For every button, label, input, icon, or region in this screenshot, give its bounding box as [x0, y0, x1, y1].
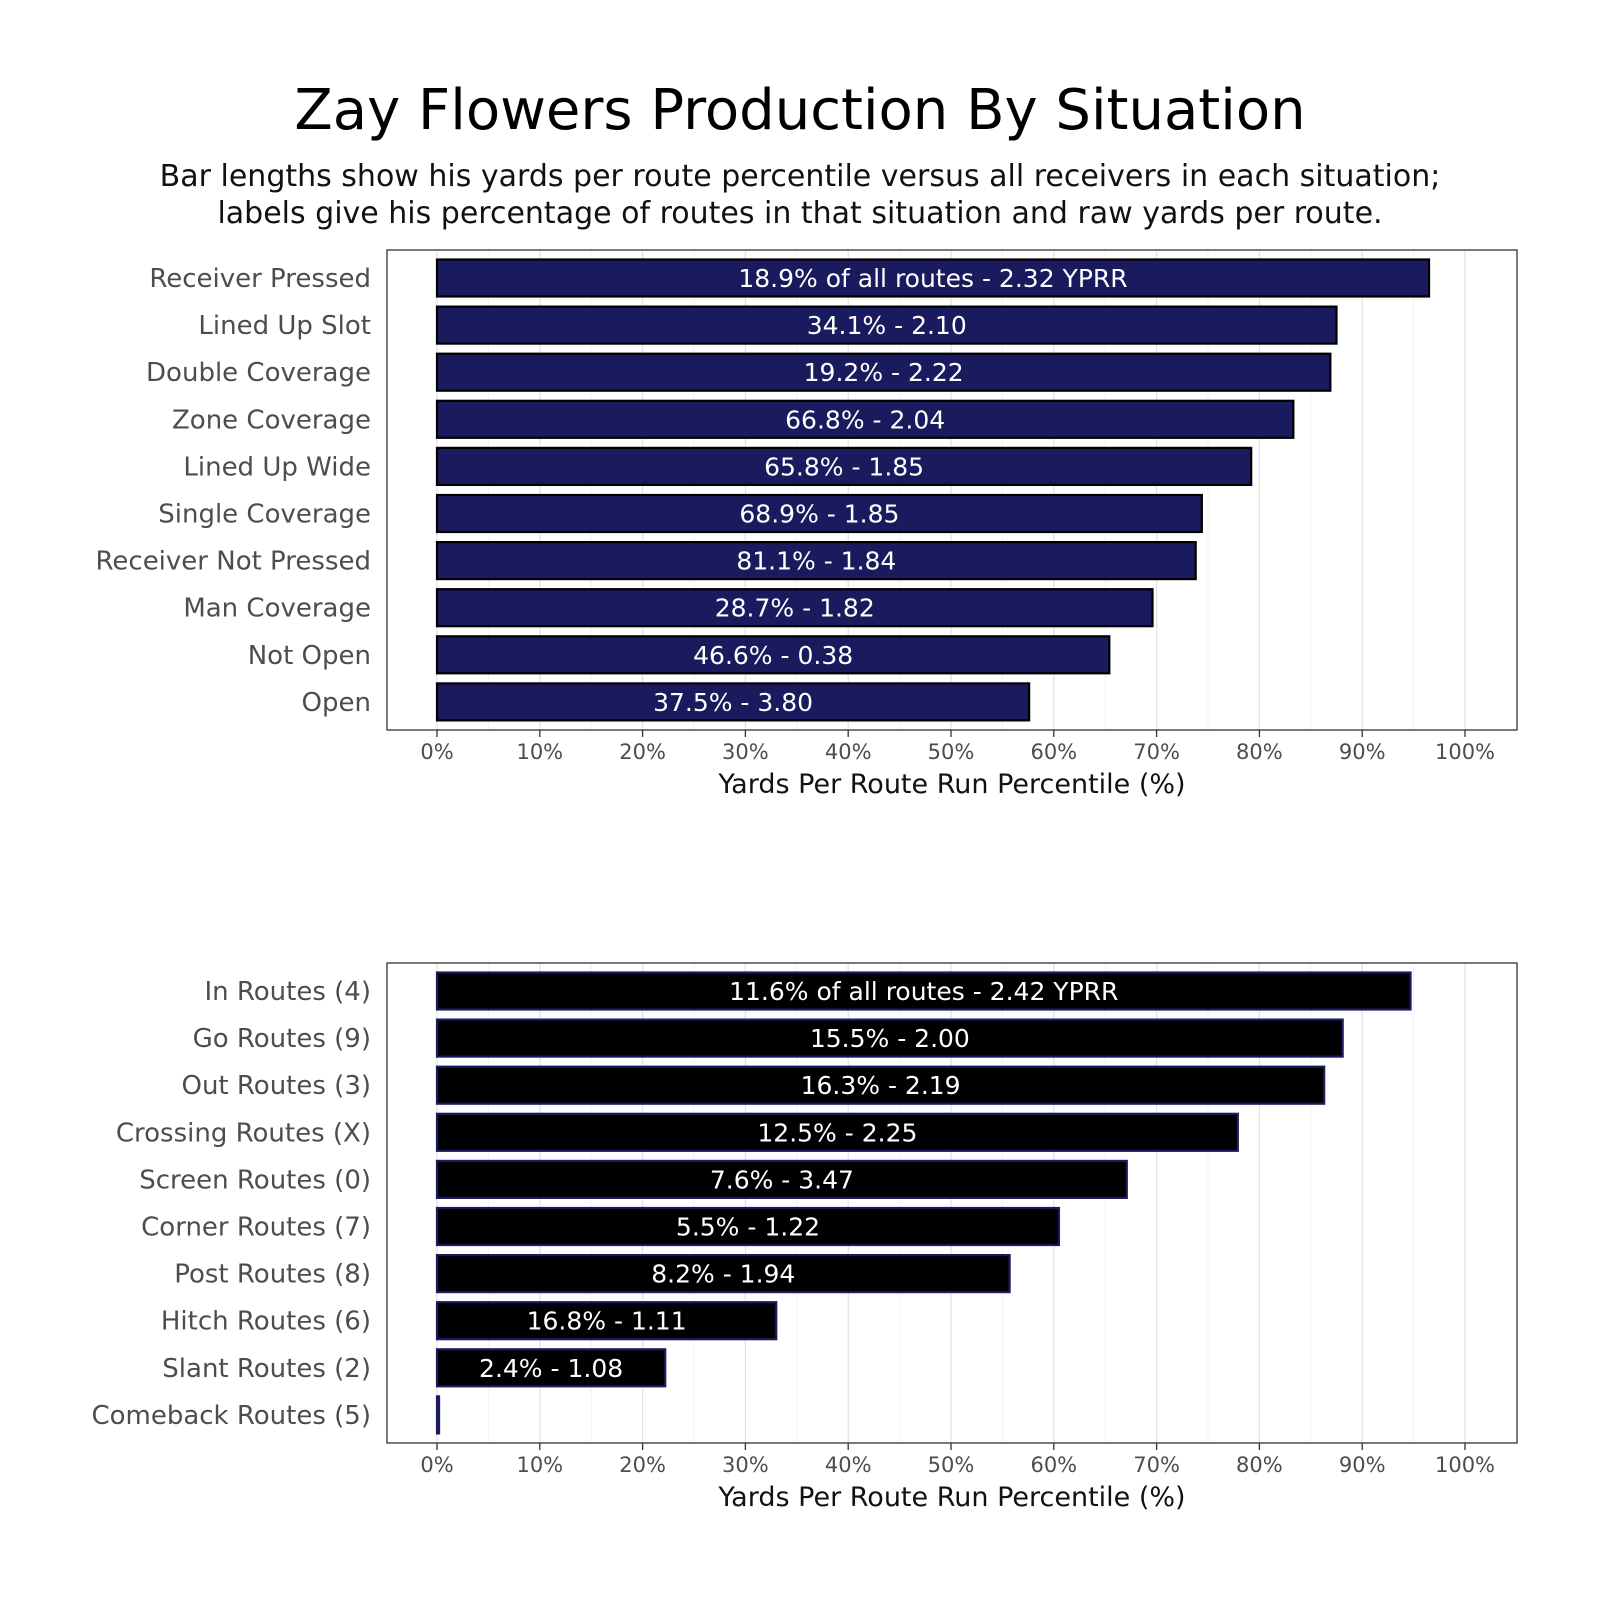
x-tick-label: 50%: [928, 1453, 975, 1477]
category-label: Slant Routes (2): [162, 1354, 371, 1384]
bar: [435, 1348, 667, 1388]
category-label: Out Routes (3): [181, 1071, 371, 1101]
bar: [435, 1112, 1239, 1152]
bar-label: 46.6% - 0.38: [693, 641, 853, 670]
x-axis-title: Yards Per Route Run Percentile (%): [717, 769, 1185, 800]
x-tick-label: 90%: [1339, 740, 1386, 764]
category-label: Hitch Routes (6): [161, 1307, 371, 1337]
bar-label: 16.3% - 2.19: [801, 1071, 961, 1100]
category-label: Receiver Pressed: [149, 264, 371, 294]
plot-border: [386, 962, 1518, 1444]
bar: [435, 305, 1338, 345]
bar: [435, 493, 1203, 534]
bar-label: 15.5% - 2.00: [810, 1024, 970, 1053]
bar-label: 5.5% - 1.22: [676, 1213, 820, 1242]
bar: [435, 1206, 1061, 1247]
category-label: Crossing Routes (X): [116, 1118, 371, 1148]
subtitle-line-2: labels give his percentage of routes in …: [217, 196, 1383, 231]
category-label: Post Routes (8): [174, 1260, 371, 1290]
bar: [435, 258, 1431, 298]
category-label: Lined Up Wide: [183, 452, 371, 482]
bar: [435, 588, 1154, 628]
bar-label: 2.4% - 1.08: [479, 1354, 623, 1383]
x-tick-label: 20%: [619, 740, 666, 764]
bar-label: 7.6% - 3.47: [710, 1165, 854, 1194]
bar-label: 66.8% - 2.04: [785, 405, 945, 434]
subtitle-line-1: Bar lengths show his yards per route per…: [159, 159, 1441, 194]
bar-label: 8.2% - 1.94: [651, 1260, 795, 1289]
category-label: Double Coverage: [146, 358, 371, 388]
bar-label: 11.6% of all routes - 2.42 YPRR: [729, 977, 1118, 1006]
x-tick-label: 60%: [1030, 740, 1077, 764]
x-tick-label: 40%: [825, 1453, 872, 1477]
bar: [435, 540, 1197, 581]
x-tick-label: 70%: [1133, 1453, 1180, 1477]
bar: [435, 1253, 1011, 1294]
bar-label: 16.8% - 1.11: [527, 1307, 687, 1336]
bar: [435, 399, 1295, 439]
bar-label: 28.7% - 1.82: [715, 594, 875, 623]
x-tick-label: 10%: [516, 740, 563, 764]
bar: [435, 1159, 1128, 1200]
x-tick-label: 80%: [1236, 740, 1283, 764]
x-tick-label: 10%: [516, 1453, 563, 1477]
bar: [435, 682, 1031, 722]
x-tick-label: 20%: [619, 1453, 666, 1477]
category-label: Comeback Routes (5): [91, 1401, 371, 1431]
category-label: Screen Routes (0): [139, 1165, 371, 1195]
x-tick-label: 40%: [825, 740, 872, 764]
category-label: Lined Up Slot: [198, 311, 371, 341]
bar: [435, 352, 1332, 392]
bar-label: 65.8% - 1.85: [764, 452, 924, 481]
plot-border: [386, 249, 1518, 731]
bar-label: 19.2% - 2.22: [804, 358, 964, 387]
bar: [435, 1018, 1344, 1058]
x-tick-label: 90%: [1339, 1453, 1386, 1477]
bar: [435, 446, 1253, 486]
x-tick-label: 80%: [1236, 1453, 1283, 1477]
category-label: Not Open: [248, 641, 371, 671]
bar-label: 12.5% - 2.25: [757, 1118, 917, 1147]
x-tick-label: 100%: [1435, 740, 1495, 764]
category-label: Open: [302, 688, 371, 718]
bar: [435, 635, 1111, 675]
chart-title: Zay Flowers Production By Situation: [294, 78, 1306, 143]
x-tick-label: 70%: [1133, 740, 1180, 764]
category-label: Man Coverage: [183, 594, 371, 624]
situation-chart-panel: 18.9% of all routes - 2.32 YPRR Receiver …: [96, 249, 1518, 800]
category-label: Corner Routes (7): [141, 1213, 371, 1243]
bar: [435, 1065, 1326, 1105]
x-tick-label: 60%: [1030, 1453, 1077, 1477]
bar: [435, 1395, 441, 1435]
x-tick-label: 0%: [420, 740, 453, 764]
category-label: In Routes (4): [204, 977, 371, 1007]
category-label: Go Routes (9): [193, 1024, 371, 1054]
bar-label: 81.1% - 1.84: [736, 547, 896, 576]
bar: [435, 1301, 778, 1341]
x-tick-label: 30%: [722, 740, 769, 764]
category-label: Receiver Not Pressed: [96, 547, 372, 577]
bar-label: 34.1% - 2.10: [807, 311, 967, 340]
bar-label: 68.9% - 1.85: [739, 500, 899, 529]
category-label: Zone Coverage: [172, 405, 371, 435]
bar-label: 18.9% of all routes - 2.32 YPRR: [738, 264, 1127, 293]
bar: [435, 971, 1412, 1011]
x-axis-title: Yards Per Route Run Percentile (%): [717, 1482, 1185, 1513]
x-tick-label: 0%: [420, 1453, 453, 1477]
x-tick-label: 30%: [722, 1453, 769, 1477]
bar-label: 37.5% - 3.80: [653, 688, 813, 717]
category-label: Single Coverage: [158, 500, 371, 530]
chart-subtitle: Bar lengths show his yards per route per…: [0, 158, 1600, 232]
x-tick-label: 100%: [1435, 1453, 1495, 1477]
x-tick-label: 50%: [928, 740, 975, 764]
route-chart-panel: 11.6% of all routes - 2.42 YPRR In Routes…: [91, 962, 1518, 1513]
